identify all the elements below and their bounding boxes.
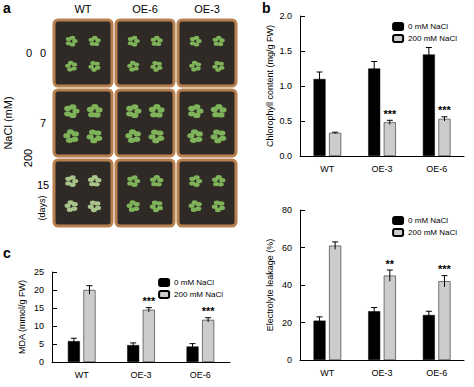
svg-text:25: 25 — [34, 267, 44, 277]
svg-text:NaCl (mM): NaCl (mM) — [2, 96, 14, 149]
svg-text:***: *** — [142, 295, 156, 307]
svg-text:OE-3: OE-3 — [371, 368, 392, 378]
svg-text:Chlorophyll content (mg/g FW): Chlorophyll content (mg/g FW) — [265, 25, 275, 147]
svg-text:MDA (mmol/g FW): MDA (mmol/g FW) — [17, 280, 27, 354]
svg-text:200 mM NaCl: 200 mM NaCl — [174, 290, 223, 299]
svg-text:***: *** — [383, 108, 397, 120]
svg-text:1.5: 1.5 — [279, 46, 292, 56]
svg-text:OE-6: OE-6 — [426, 368, 447, 378]
svg-text:10: 10 — [34, 321, 44, 331]
svg-text:0: 0 — [287, 355, 292, 365]
svg-text:OE-6: OE-6 — [132, 3, 158, 15]
svg-text:WT: WT — [74, 3, 91, 15]
svg-text:0 mM NaCl: 0 mM NaCl — [408, 216, 448, 225]
svg-text:0 mM NaCl: 0 mM NaCl — [408, 22, 448, 31]
svg-text:OE-3: OE-3 — [130, 370, 151, 380]
svg-text:WT: WT — [75, 370, 89, 380]
svg-text:***: *** — [438, 263, 452, 275]
svg-text:b: b — [262, 0, 271, 16]
svg-text:200 mM NaCl: 200 mM NaCl — [408, 34, 457, 43]
svg-text:15: 15 — [37, 179, 49, 191]
svg-text:***: *** — [438, 104, 452, 116]
svg-text:0.0: 0.0 — [279, 151, 292, 161]
svg-text:Electrolyte leakage (%): Electrolyte leakage (%) — [265, 239, 275, 332]
svg-text:60: 60 — [282, 243, 292, 253]
svg-text:OE-6: OE-6 — [190, 370, 211, 380]
svg-text:200: 200 — [22, 149, 34, 167]
svg-text:0: 0 — [40, 47, 46, 59]
svg-text:c: c — [3, 245, 11, 261]
svg-text:0 mM NaCl: 0 mM NaCl — [174, 278, 214, 287]
svg-text:0.5: 0.5 — [279, 116, 292, 126]
svg-text:20: 20 — [282, 318, 292, 328]
svg-text:OE-3: OE-3 — [371, 164, 392, 174]
svg-text:200 mM NaCl: 200 mM NaCl — [408, 228, 457, 237]
svg-text:0: 0 — [39, 357, 44, 367]
svg-text:2.0: 2.0 — [279, 11, 292, 21]
svg-text:20: 20 — [34, 285, 44, 295]
svg-text:0: 0 — [26, 47, 32, 59]
svg-text:OE-6: OE-6 — [426, 164, 447, 174]
svg-text:a: a — [3, 0, 11, 16]
svg-text:OE-3: OE-3 — [194, 3, 220, 15]
svg-text:5: 5 — [39, 339, 44, 349]
svg-text:1.0: 1.0 — [279, 81, 292, 91]
svg-text:15: 15 — [34, 303, 44, 313]
svg-text:WT: WT — [320, 164, 334, 174]
svg-text:80: 80 — [282, 205, 292, 215]
svg-text:WT: WT — [320, 368, 334, 378]
svg-text:***: *** — [202, 305, 216, 317]
svg-text:40: 40 — [282, 280, 292, 290]
svg-text:**: ** — [386, 258, 395, 270]
svg-text:(days): (days) — [37, 195, 47, 220]
svg-text:7: 7 — [40, 117, 46, 129]
